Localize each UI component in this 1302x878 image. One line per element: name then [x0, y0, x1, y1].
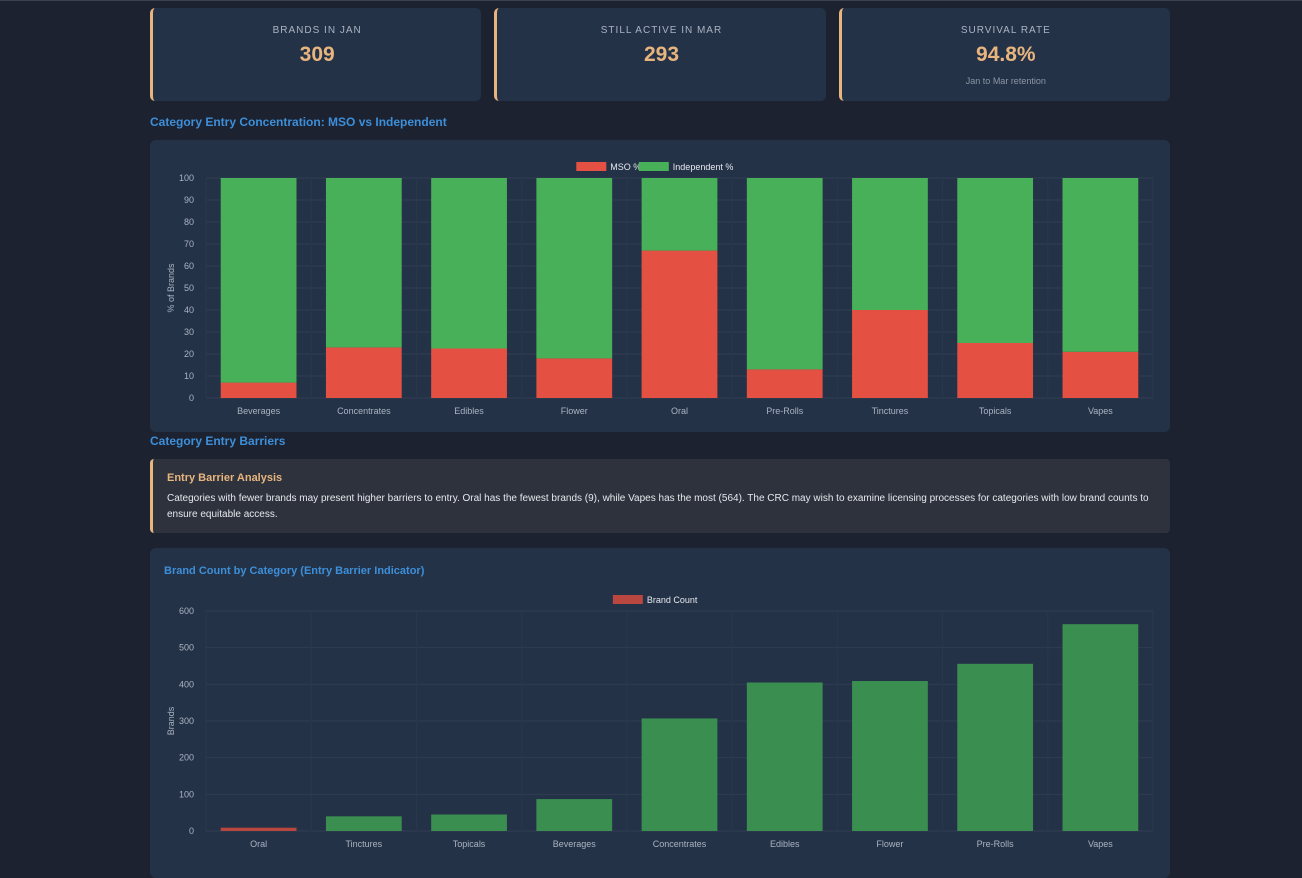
bar-brand-count-tinctures [325, 816, 402, 831]
bar-brand-count-concentrates [641, 718, 718, 831]
y-tick-label: 0 [189, 393, 194, 403]
concentration-chart-panel: 0 10 20 30 40 50 60 70 80 90 100 % of Brands Beverag… [150, 140, 1170, 432]
y-tick-label: 60 [184, 261, 194, 271]
y-tick-label: 500 [179, 643, 194, 653]
kpi-card-survival-rate: SURVIVAL RATE 94.8% Jan to Mar retention [838, 8, 1170, 101]
bar-brand-count-edibles [746, 682, 823, 831]
y-axis-label: % of Brands [166, 263, 176, 313]
kpi-card-brands-jan: BRANDS IN JAN 309 [150, 8, 482, 101]
x-tick-label: Oral [671, 406, 688, 416]
section-title-barriers: Category Entry Barriers [150, 434, 286, 448]
x-tick-label: Topicals [979, 406, 1012, 416]
y-tick-label: 70 [184, 239, 194, 249]
bar-brand-count-vapes [1062, 624, 1139, 831]
bar-mso--tinctures [852, 310, 928, 398]
mso-vs-independent-chart: 0 10 20 30 40 50 60 70 80 90 100 % of Brands Beverag… [166, 162, 1154, 416]
bar-mso--beverages [220, 382, 297, 398]
legend-swatch-mso- [576, 162, 607, 171]
top-divider [0, 0, 1302, 1]
x-tick-label: Edibles [454, 406, 484, 416]
kpi-label: BRANDS IN JAN [272, 25, 362, 36]
bar-independent--vapes [1062, 178, 1139, 352]
x-tick-label: Tinctures [345, 839, 382, 849]
brand-count-chart: 0 100 200 300 400 500 600 Brands Oral Tinctures To… [166, 595, 1154, 849]
x-tick-label: Vapes [1088, 406, 1113, 416]
kpi-row: BRANDS IN JAN 309 STILL ACTIVE IN MAR 29… [150, 8, 1170, 101]
y-tick-label: 600 [179, 606, 194, 616]
brand-count-chart-title: Brand Count by Category (Entry Barrier I… [164, 565, 425, 577]
bar-independent--edibles [431, 178, 507, 349]
y-tick-label: 300 [179, 716, 194, 726]
section-title-concentration: Category Entry Concentration: MSO vs Ind… [150, 115, 447, 129]
bar-brand-count-pre-rolls [957, 663, 1034, 831]
bar-brand-count-beverages [536, 799, 613, 831]
bar-mso--flower [536, 358, 613, 398]
bar-mso--concentrates [325, 347, 402, 398]
callout-title: Entry Barrier Analysis [167, 472, 283, 484]
legend-swatch-independent- [638, 162, 669, 171]
y-tick-label: 100 [179, 789, 194, 799]
y-tick-label: 20 [184, 349, 194, 359]
y-tick-label: 40 [184, 305, 194, 315]
x-tick-label: Concentrates [337, 406, 391, 416]
entry-barrier-callout: Entry Barrier Analysis Categories with f… [150, 459, 1170, 533]
bar-mso--topicals [957, 343, 1034, 398]
bar-mso--oral [641, 250, 718, 398]
y-tick-label: 80 [184, 217, 194, 227]
y-tick-label: 30 [184, 327, 194, 337]
x-tick-label: Oral [250, 839, 267, 849]
dashboard-content: BRANDS IN JAN 309 STILL ACTIVE IN MAR 29… [150, 8, 1170, 878]
x-tick-label: Beverages [237, 406, 281, 416]
x-tick-label: Flower [561, 406, 588, 416]
bar-brand-count-oral [220, 827, 297, 831]
bar-independent--topicals [957, 178, 1034, 343]
legend-swatch-brand-count [612, 595, 643, 604]
y-tick-label: 90 [184, 195, 194, 205]
kpi-subtitle: Jan to Mar retention [965, 76, 1046, 86]
bar-brand-count-topicals [431, 814, 507, 831]
brand-count-chart-panel: Brand Count by Category (Entry Barrier I… [150, 548, 1170, 878]
kpi-label: STILL ACTIVE IN MAR [600, 25, 723, 36]
x-tick-label: Flower [876, 839, 903, 849]
x-tick-label: Pre-Rolls [766, 406, 804, 416]
bar-independent--concentrates [325, 178, 402, 348]
y-tick-label: 10 [184, 371, 194, 381]
kpi-value: 94.8% [976, 43, 1036, 66]
x-tick-label: Edibles [770, 839, 800, 849]
y-axis-label: Brands [166, 706, 176, 735]
y-tick-label: 50 [184, 283, 194, 293]
kpi-label: SURVIVAL RATE [960, 25, 1051, 36]
bar-independent--tinctures [852, 178, 928, 310]
bar-independent--beverages [220, 178, 297, 383]
bar-independent--flower [536, 178, 613, 359]
legend-label: MSO % [610, 162, 641, 172]
y-tick-label: 100 [179, 173, 194, 183]
x-tick-label: Tinctures [872, 406, 909, 416]
bar-independent--oral [641, 178, 718, 251]
x-tick-label: Concentrates [653, 839, 707, 849]
x-tick-label: Pre-Rolls [977, 839, 1015, 849]
bar-independent--pre-rolls [746, 178, 823, 370]
legend-label: Brand Count [647, 595, 698, 605]
y-tick-label: 200 [179, 753, 194, 763]
x-tick-label: Beverages [553, 839, 597, 849]
kpi-value: 293 [643, 43, 680, 66]
kpi-value: 309 [299, 43, 335, 66]
bar-mso--edibles [431, 348, 507, 398]
bar-mso--vapes [1062, 351, 1139, 398]
y-tick-label: 0 [189, 826, 194, 836]
x-tick-label: Topicals [453, 839, 486, 849]
bar-mso--pre-rolls [746, 369, 823, 398]
legend-label: Independent % [673, 162, 734, 172]
kpi-card-active-mar: STILL ACTIVE IN MAR 293 [494, 8, 826, 101]
bar-brand-count-flower [852, 681, 928, 831]
y-tick-label: 400 [179, 679, 194, 689]
callout-text: Categories with fewer brands may present… [167, 493, 1149, 520]
x-tick-label: Vapes [1088, 839, 1113, 849]
